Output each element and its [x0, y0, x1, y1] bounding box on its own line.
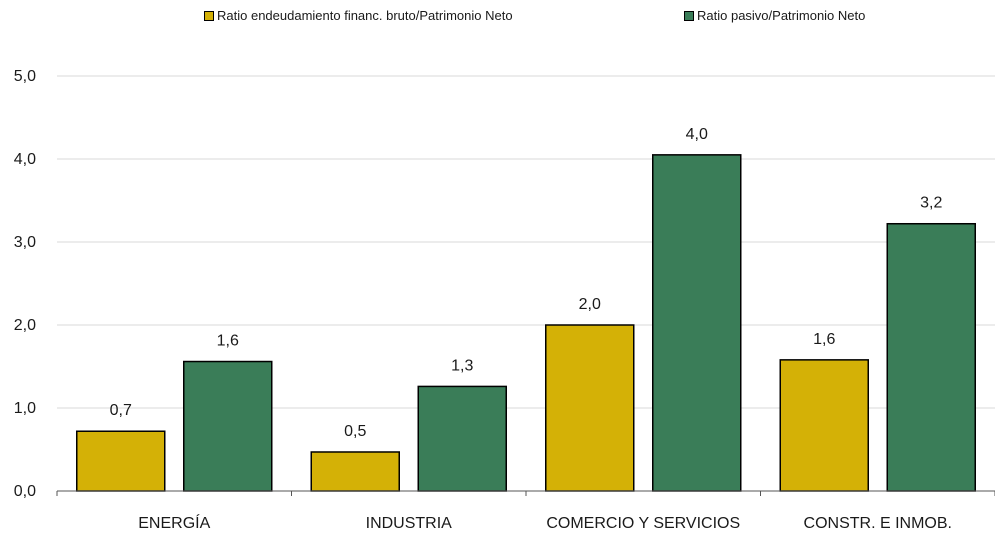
x-tick-label: COMERCIO Y SERVICIOS — [546, 515, 740, 532]
y-tick-label: 3,0 — [14, 234, 36, 251]
data-label: 3,2 — [920, 195, 942, 212]
data-label: 2,0 — [579, 296, 601, 313]
x-tick-label: ENERGÍA — [138, 513, 210, 532]
data-label: 1,6 — [813, 331, 835, 348]
data-label: 0,7 — [110, 402, 132, 419]
bar — [652, 154, 742, 492]
legend-swatch-financial-debt-ratio — [204, 10, 214, 21]
y-tick-label: 2,0 — [14, 317, 36, 334]
legend-label-liabilities-ratio: Ratio pasivo/Patrimonio Neto — [697, 8, 866, 23]
legend-item-liabilities-ratio: Ratio pasivo/Patrimonio Neto — [684, 8, 865, 23]
bar — [183, 360, 273, 492]
bar — [310, 451, 400, 492]
bar — [886, 222, 976, 492]
x-tick-label: CONSTR. E INMOB. — [804, 515, 952, 532]
bar — [76, 430, 166, 492]
y-tick-label: 1,0 — [14, 400, 36, 417]
legend: Ratio endeudamiento financ. bruto/Patrim… — [0, 8, 995, 30]
legend-swatch-liabilities-ratio — [684, 10, 694, 21]
data-label: 0,5 — [344, 423, 366, 440]
data-label: 1,6 — [217, 333, 239, 350]
x-axis: ENERGÍA INDUSTRIA COMERCIO Y SERVICIOS CONS… — [56, 490, 995, 532]
y-tick-label: 4,0 — [14, 151, 36, 168]
bar — [545, 324, 635, 492]
y-tick-label: 5,0 — [14, 68, 36, 85]
data-label: 1,3 — [451, 357, 473, 374]
y-axis: 0,0 1,0 2,0 3,0 4,0 5,0 — [14, 68, 36, 500]
data-labels: 0,7 1,6 0,5 1,3 2,0 4,0 1,6 3,2 — [110, 126, 943, 440]
data-label: 4,0 — [686, 126, 708, 143]
legend-label-financial-debt-ratio: Ratio endeudamiento financ. bruto/Patrim… — [217, 8, 513, 23]
bar — [417, 385, 507, 492]
gridlines — [57, 75, 995, 409]
bar — [779, 359, 869, 492]
x-tick-label: INDUSTRIA — [366, 515, 453, 532]
bars — [76, 154, 976, 492]
y-tick-label: 0,0 — [14, 483, 36, 500]
legend-item-financial-debt-ratio: Ratio endeudamiento financ. bruto/Patrim… — [204, 8, 513, 23]
